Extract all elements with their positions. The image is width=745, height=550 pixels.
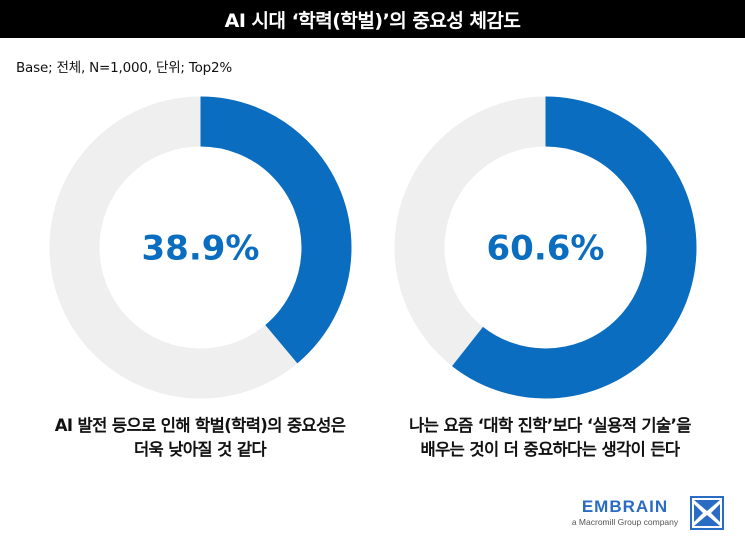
donut-center-label: 38.9% — [142, 229, 260, 269]
chart-title: AI 시대 ‘학력(학벌)’의 중요성 체감도 — [224, 9, 521, 32]
caption-chart-1: AI 발전 등으로 인해 학벌(학력)의 중요성은 더욱 낮아질 것 같다 — [10, 414, 390, 462]
brand-subtitle: a Macromill Group company — [571, 517, 679, 527]
donut-value-arc — [49, 96, 352, 399]
embrain-logo-icon — [690, 496, 724, 530]
donut-chart-1: 38.9% — [49, 96, 352, 399]
brand-block: EMBRAIN a Macromill Group company — [560, 497, 690, 527]
donut-value-arc — [394, 96, 697, 399]
brand-name: EMBRAIN — [581, 497, 669, 516]
chart-title-bar: AI 시대 ‘학력(학벌)’의 중요성 체감도 — [0, 0, 745, 38]
caption-chart-2: 나는 요즘 ‘대학 진학’보다 ‘실용적 기술’을 배우는 것이 더 중요하다는… — [365, 414, 735, 462]
caption-line: 더욱 낮아질 것 같다 — [133, 440, 267, 459]
caption-line: 나는 요즘 ‘대학 진학’보다 ‘실용적 기술’을 — [409, 416, 691, 435]
donut-center-label: 60.6% — [487, 229, 605, 269]
caption-line: AI 발전 등으로 인해 학벌(학력)의 중요성은 — [54, 416, 346, 435]
donut-chart-2: 60.6% — [394, 96, 697, 399]
base-note: Base; 전체, N=1,000, 단위; Top2% — [16, 60, 233, 76]
caption-line: 배우는 것이 더 중요하다는 생각이 든다 — [420, 440, 680, 459]
